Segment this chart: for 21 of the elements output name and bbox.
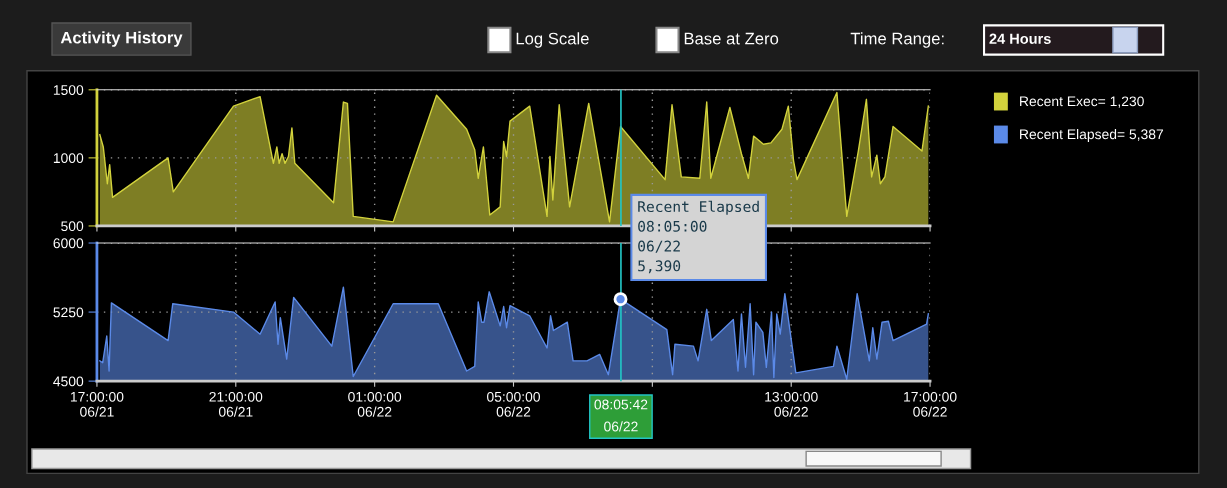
legend-label: Recent Elapsed= 5,387	[1020, 128, 1164, 142]
x-tick-label: 17:00:00 06/21	[70, 391, 124, 417]
y-tick-label: 500	[61, 221, 84, 232]
y-tick-label: 1500	[53, 85, 84, 95]
x-tick-label: 05:00:00 06/22	[487, 391, 540, 417]
x-tick-label: 21:00:00 06/21	[209, 391, 263, 417]
ref-line-label: 08:05:42 06/22	[594, 399, 648, 432]
annotation: Recent Elapsed 08:05:00 06/22 5,390	[638, 200, 759, 274]
y-tick-label: 6000	[53, 238, 84, 249]
y-tick-label: 1000	[53, 153, 84, 164]
text: Log Scale	[516, 32, 589, 48]
y-tick-label: 4500	[53, 376, 84, 387]
text: Time Range:	[850, 32, 944, 48]
text: Base at Zero	[684, 32, 779, 45]
y-tick-label: 5250	[53, 307, 84, 318]
chart-title: Activity History	[60, 31, 183, 47]
x-tick-label: 01:00:00 06/22	[348, 391, 402, 417]
text: 24 Hours	[989, 33, 1051, 44]
legend-label: Recent Exec= 1,230	[1020, 96, 1144, 108]
x-tick-label: 17:00:00 06/22	[904, 391, 957, 417]
x-tick-label: 13:00:00 06/22	[765, 391, 818, 417]
